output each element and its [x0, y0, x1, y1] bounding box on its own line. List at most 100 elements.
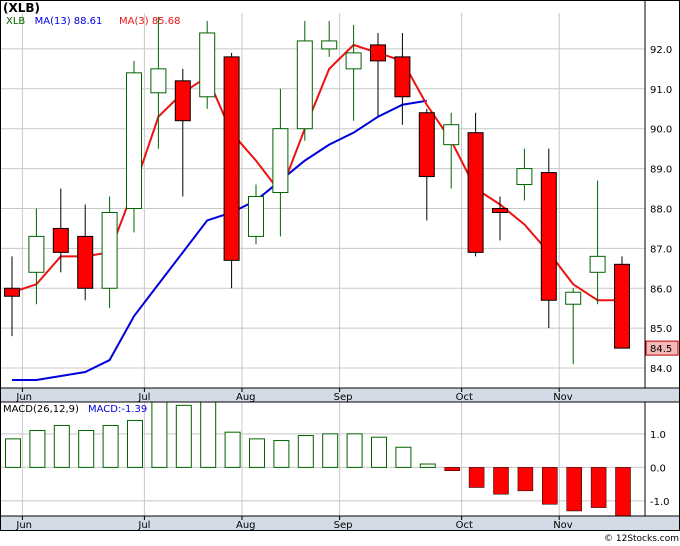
macd-tick-label: 0.0: [650, 463, 666, 474]
watermark: © 12Stocks.com: [604, 534, 679, 544]
price-tick-label: 92.0: [650, 45, 672, 56]
month-label: Sep: [334, 520, 353, 531]
price-grid: [1, 13, 645, 388]
price-tick-label: 91.0: [650, 85, 672, 96]
macd-bar: [78, 430, 95, 468]
month-label: Sep: [334, 392, 353, 403]
candle-body: [52, 227, 69, 253]
candle-body: [565, 291, 582, 305]
month-label: Jul: [137, 520, 150, 531]
macd-title: MACD(26,12,9): [3, 404, 79, 415]
macd-bar: [566, 467, 582, 512]
candle-body: [589, 255, 606, 273]
candle-body: [150, 68, 167, 94]
macd-bar: [542, 467, 558, 505]
month-label: Oct: [456, 392, 473, 403]
candle-up: [589, 180, 606, 305]
candle-up: [126, 60, 142, 233]
macd-bar: [53, 424, 70, 468]
candle-body: [174, 80, 191, 122]
macd-bar: [175, 404, 192, 468]
price-legend-item: MA(13) 88.61: [35, 16, 103, 27]
last-price-box: [645, 340, 679, 356]
macd-bar: [297, 435, 314, 468]
candle-down: [492, 196, 508, 241]
price-tick-label: 90.0: [650, 125, 672, 136]
candle-down: [4, 256, 20, 337]
macd-bar: [322, 433, 339, 468]
month-axis-strips: Jun Jul Aug Sep Oct Nov Jun Jul Aug Sep Oct Nov: [1, 388, 679, 531]
candle-up: [248, 184, 264, 245]
month-label: Oct: [456, 520, 473, 531]
candle-down: [467, 112, 484, 257]
candle-body: [370, 44, 386, 62]
candle-up: [199, 20, 216, 109]
month-axis-strip: [1, 516, 679, 530]
month-label: Nov: [553, 520, 573, 531]
macd-bars: [5, 401, 631, 517]
candle-up: [321, 20, 338, 57]
price-legend-item: MA(3) 85.68: [119, 16, 180, 27]
macd-bar: [224, 431, 241, 468]
candle-body: [4, 287, 20, 297]
candle-body: [199, 32, 216, 98]
candle-body: [467, 132, 484, 253]
month-label: Nov: [553, 392, 573, 403]
candle-down: [540, 148, 557, 329]
month-label: Aug: [236, 520, 256, 531]
price-tick-label: 84.0: [650, 364, 672, 375]
macd-bar: [273, 440, 290, 468]
candle-body: [101, 211, 118, 289]
candle-up: [296, 20, 313, 141]
candle-down: [614, 256, 630, 349]
price-tick-label: 89.0: [650, 165, 672, 176]
candle-body: [418, 112, 435, 178]
candle-up: [150, 16, 167, 149]
macd-bar: [468, 467, 485, 488]
candle-up: [345, 24, 362, 121]
month-label: Aug: [236, 392, 256, 403]
candle-body: [345, 52, 362, 70]
macd-bar: [395, 446, 412, 468]
candle-body: [614, 263, 630, 349]
candle-down: [370, 32, 386, 117]
symbol-title: (XLB): [3, 1, 40, 15]
price-tick-label: 86.0: [650, 284, 672, 295]
month-label: Jul: [137, 392, 150, 403]
candle-down: [174, 68, 191, 197]
macd-bar: [5, 438, 21, 468]
candle-up: [443, 112, 460, 189]
macd-bar: [200, 401, 217, 468]
last-price-label: 84.5: [650, 344, 672, 355]
macd-bar: [151, 401, 168, 468]
candle-up: [565, 288, 582, 365]
price-tick-label: 87.0: [650, 244, 672, 255]
candlesticks: [4, 16, 630, 365]
candle-body: [28, 235, 45, 273]
macd-bar: [346, 433, 363, 468]
candle-body: [248, 196, 264, 237]
price-tick-label: 85.0: [650, 324, 672, 335]
macd-bar: [615, 467, 631, 517]
candle-body: [296, 40, 313, 130]
candle-body: [492, 207, 508, 213]
month-axis-strip: [1, 388, 679, 402]
candle-up: [516, 148, 533, 201]
price-tick-label: 88.0: [650, 204, 672, 215]
candle-up: [272, 88, 289, 237]
candle-body: [443, 124, 460, 146]
macd-tick-label: -1.0: [650, 497, 670, 508]
candle-body: [77, 235, 94, 289]
macd-bar: [517, 467, 534, 492]
candle-up: [101, 196, 118, 309]
candle-body: [321, 40, 338, 50]
macd-bar: [102, 424, 119, 468]
month-label: Jun: [15, 520, 32, 531]
macd-bar: [419, 463, 436, 468]
candle-down: [52, 188, 69, 273]
candle-up: [28, 208, 45, 305]
macd-bar: [127, 419, 143, 468]
month-label: Jun: [15, 392, 32, 403]
macd-bar: [249, 438, 265, 468]
